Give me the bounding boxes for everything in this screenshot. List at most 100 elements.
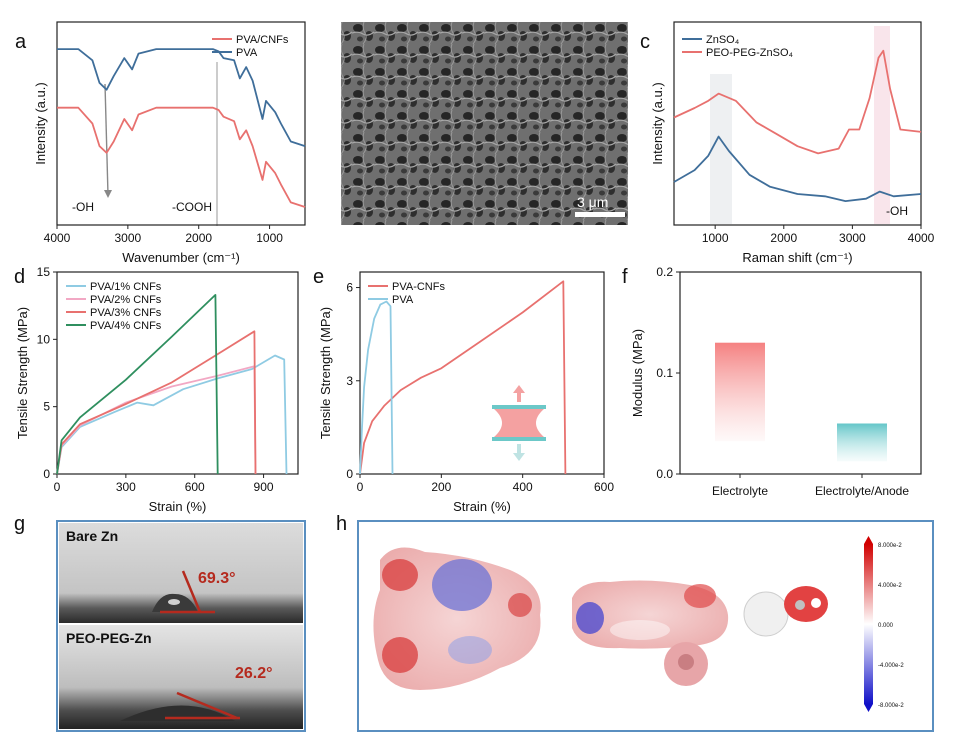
bare-zn-title: Bare Zn [66, 528, 118, 544]
band-highlight-1000 [710, 74, 732, 224]
y-tick-label: 3 [346, 374, 353, 388]
color-bar [864, 544, 873, 704]
panel-label-a: a [15, 31, 27, 53]
plot-frame-e [359, 271, 605, 475]
panel-label-d: d [14, 266, 25, 288]
y-tick-label: 6 [346, 281, 353, 295]
y-tick-label: 5 [43, 400, 50, 414]
panel-g-frame [56, 520, 306, 732]
plot-frame-c [673, 21, 922, 226]
oh-arrow [104, 83, 109, 196]
series-line-PVA/1% CNFs [56, 354, 288, 475]
legend-label: PVA/1% CNFs [90, 281, 162, 293]
bar-Electrolyte/Anode [837, 423, 887, 462]
x-tick-label: 3000 [839, 231, 866, 245]
legend-label: PVA/4% CNFs [90, 320, 162, 332]
ftir-chart[interactable]: 4000 3000 2000 1000 Wavenumber (cm⁻¹) Intensi… [33, 21, 306, 265]
series-line-PVA/4% CNFs [56, 294, 219, 475]
bar-Electrolyte [715, 342, 765, 442]
peo-peg-zn-angle: 26.2° [235, 665, 273, 682]
y-axis-label: Modulus (MPa) [630, 329, 645, 417]
band-highlight-oh [874, 26, 890, 224]
x-axis-label: Wavenumber (cm⁻¹) [122, 250, 240, 265]
raman-chart[interactable]: 1000 2000 3000 4000 Raman shift (cm⁻¹) Intens… [650, 21, 935, 265]
peo-peg-zn-title: PEO-PEG-Zn [66, 630, 152, 646]
sem-texture [341, 22, 628, 225]
x-tick-label: 4000 [44, 231, 71, 245]
x-tick-label: 3000 [115, 231, 142, 245]
panel-h-frame [357, 520, 934, 732]
x-axis-label: Raman shift (cm⁻¹) [742, 250, 852, 265]
color-bar-tick-label: -8.000e-2 [878, 703, 904, 709]
annotation-cooh: -COOH [172, 200, 212, 214]
esp-panel[interactable]: 8.000e-2 4.000e-2 0.000 -4.000e-2 -8.000e-2 [357, 520, 934, 732]
legend-label: PVA-CNFs [392, 281, 445, 293]
panel-label-f: f [622, 266, 628, 288]
bare-zn-angle: 69.3° [198, 570, 236, 587]
contact-angle-panel[interactable]: Bare Zn 69.3° PEO-PEG-Zn 26.2° [56, 520, 306, 732]
tensile-compare-chart[interactable]: 0 200 400 600 0 3 6 Strain (%) Tensile Strength … [318, 271, 614, 514]
x-axis-label: Strain (%) [149, 499, 207, 514]
y-tick-label: 15 [37, 265, 51, 279]
color-bar-tick-label: 8.000e-2 [878, 543, 902, 549]
y-tick-label: 0 [346, 467, 353, 481]
series-line-PVA [359, 300, 394, 475]
color-bar-tick-label: 4.000e-2 [878, 583, 902, 589]
legend-label: PVA/3% CNFs [90, 307, 162, 319]
y-axis-label: Tensile Strength (MPa) [318, 307, 333, 439]
panel-label-c: c [640, 31, 650, 53]
oh-molecule-surface [784, 586, 828, 622]
legend-label: PEO-PEG-ZnSO₄ [706, 47, 794, 59]
y-tick-label: 0.0 [656, 467, 673, 481]
legend-label: PVA/CNFs [236, 34, 289, 46]
legend-label: PVA [236, 47, 258, 59]
x-tick-label: 400 [513, 480, 533, 494]
y-tick-label: 10 [37, 332, 51, 346]
y-tick-label: 0.1 [656, 366, 673, 380]
x-tick-label: 2000 [185, 231, 212, 245]
x-tick-label: 300 [116, 480, 136, 494]
panel-label-g: g [14, 513, 25, 535]
x-tick-label: 2000 [770, 231, 797, 245]
x-tick-label: 1000 [702, 231, 729, 245]
legend-label: PVA/2% CNFs [90, 294, 162, 306]
x-tick-label: 0 [54, 480, 61, 494]
x-tick-label: 200 [431, 480, 451, 494]
oh-arrow-head [104, 190, 112, 198]
x-axis-label: Strain (%) [453, 499, 511, 514]
x-tick-label: 4000 [908, 231, 935, 245]
panel-label-e: e [313, 266, 324, 288]
plot-frame-d [56, 271, 299, 475]
y-axis-label: Intensity (a.u.) [650, 82, 665, 164]
series-line-PVA/CNFs [57, 106, 306, 208]
x-tick-label: Electrolyte/Anode [815, 484, 909, 498]
y-axis-label: Tensile Strength (MPa) [15, 307, 30, 439]
modulus-chart[interactable]: 0.0 0.1 0.2 Modulus (MPa) Electrolyte Electro… [630, 265, 922, 498]
plot-frame-a [56, 21, 306, 226]
scale-bar [575, 212, 625, 217]
legend-label: ZnSO₄ [706, 34, 740, 46]
x-tick-label: 0 [357, 480, 364, 494]
legend-label: PVA [392, 294, 414, 306]
x-tick-label: Electrolyte [712, 484, 768, 498]
water-molecule-surface [743, 591, 789, 637]
color-bar-tick-label: 0.000 [878, 623, 894, 629]
tensile-cnf-chart[interactable]: 0 300 600 900 0 5 10 15 Strain (%) Tensile Streng… [15, 265, 299, 514]
x-tick-label: 1000 [256, 231, 283, 245]
stretch-inset [492, 385, 546, 461]
x-tick-label: 600 [185, 480, 205, 494]
series-line-PVA/3% CNFs [56, 330, 257, 475]
series-line-PEO-PEG-ZnSO₄ [673, 49, 922, 155]
sem-image: 3 μm [341, 22, 628, 225]
x-tick-label: 900 [254, 480, 274, 494]
scale-bar-label: 3 μm [577, 194, 608, 210]
color-bar-ticks: 8.000e-2 4.000e-2 0.000 -4.000e-2 -8.000e-2 [878, 543, 904, 709]
annotation-oh: -OH [72, 200, 94, 214]
y-axis-label: Intensity (a.u.) [33, 82, 48, 164]
annotation-oh: -OH [886, 204, 908, 218]
series-line-ZnSO₄ [673, 135, 922, 202]
panel-label-h: h [336, 513, 347, 535]
series-line-PVA/2% CNFs [56, 365, 257, 475]
y-tick-label: 0.2 [656, 265, 673, 279]
